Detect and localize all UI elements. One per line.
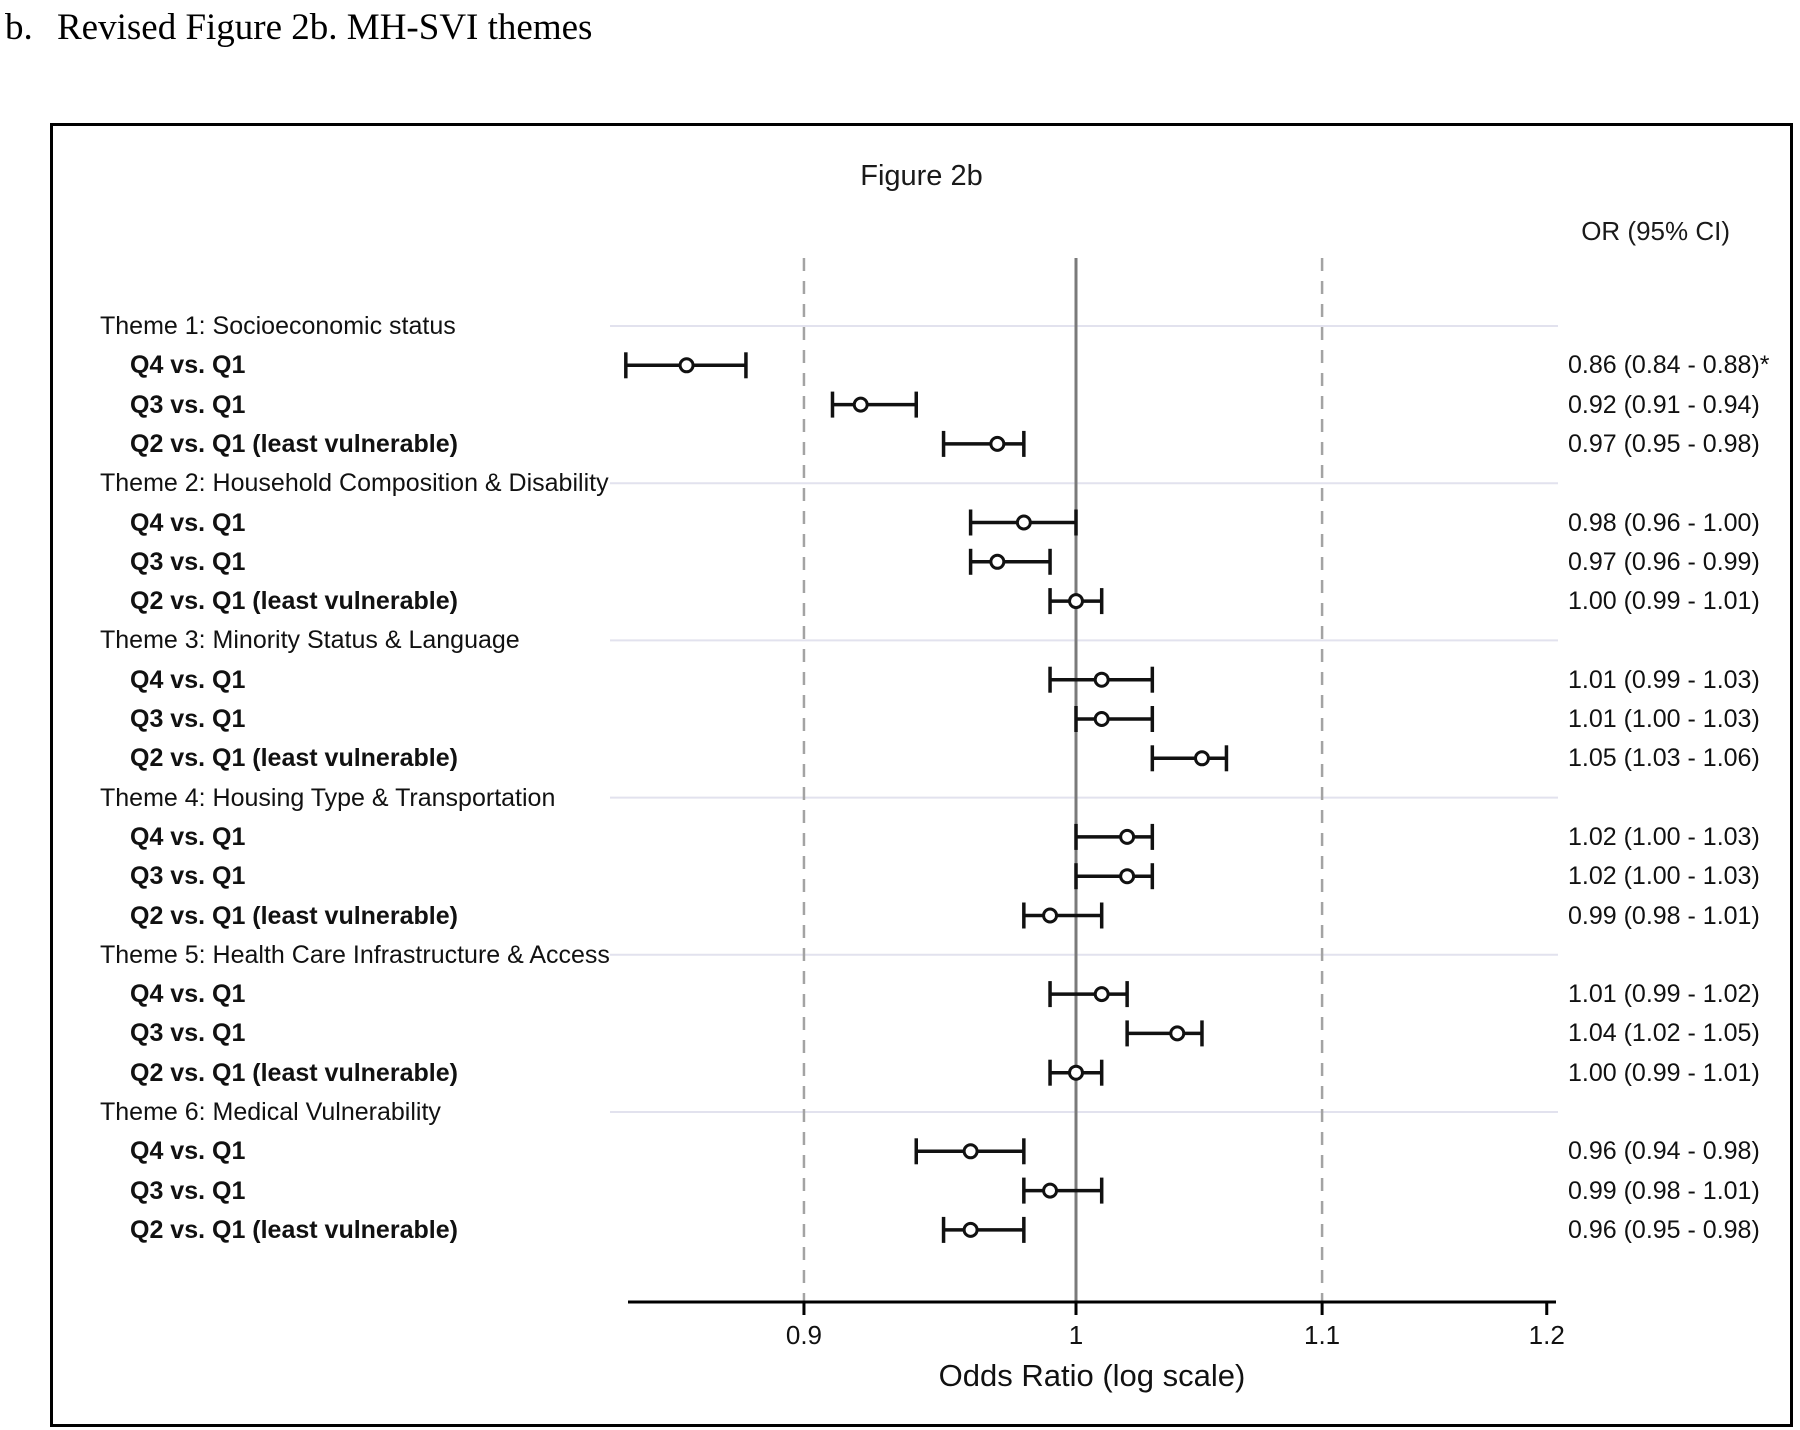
or-value: 0.92 (0.91 - 0.94) <box>1568 390 1760 419</box>
comparison-row-label: Q4 vs. Q1 <box>130 1137 246 1166</box>
or-value: 0.96 (0.94 - 0.98) <box>1568 1137 1760 1166</box>
comparison-row-label: Q4 vs. Q1 <box>130 822 246 851</box>
or-value: 1.05 (1.03 - 1.06) <box>1568 744 1760 773</box>
or-value: 1.01 (1.00 - 1.03) <box>1568 705 1760 733</box>
theme-row-label: Theme 4: Housing Type & Transportation <box>100 783 556 812</box>
or-value: 1.04 (1.02 - 1.05) <box>1568 1019 1760 1048</box>
or-value: 1.01 (0.99 - 1.02) <box>1568 980 1760 1009</box>
comparison-row-label: Q4 vs. Q1 <box>130 665 246 694</box>
or-value: 0.97 (0.96 - 0.99) <box>1568 547 1760 576</box>
comparison-row-label: Q3 vs. Q1 <box>130 1019 246 1048</box>
comparison-row-label: Q4 vs. Q1 <box>130 351 246 380</box>
theme-row-label: Theme 2: Household Composition & Disabil… <box>100 469 609 498</box>
comparison-row-label: Q2 vs. Q1 (least vulnerable) <box>130 429 458 458</box>
theme-row-label: Theme 3: Minority Status & Language <box>100 626 520 655</box>
list-marker: b. <box>5 7 33 48</box>
or-value: 0.97 (0.95 - 0.98) <box>1568 429 1760 458</box>
theme-row-label: Theme 1: Socioeconomic status <box>100 312 456 340</box>
comparison-row-label: Q4 vs. Q1 <box>130 980 246 1009</box>
or-value: 1.02 (1.00 - 1.03) <box>1568 862 1760 891</box>
comparison-row-label: Q3 vs. Q1 <box>130 547 246 576</box>
theme-row-label: Theme 5: Health Care Infrastructure & Ac… <box>100 940 610 969</box>
comparison-row-label: Q4 vs. Q1 <box>130 508 246 537</box>
figure-title: Figure 2b <box>860 160 983 192</box>
figure-border-box <box>50 123 1793 1427</box>
comparison-row-label: Q2 vs. Q1 (least vulnerable) <box>130 1058 458 1087</box>
comparison-row-label: Q2 vs. Q1 (least vulnerable) <box>130 901 458 930</box>
comparison-row-label: Q3 vs. Q1 <box>130 390 246 419</box>
comparison-row-label: Q2 vs. Q1 (least vulnerable) <box>130 1215 458 1244</box>
comparison-row-label: Q3 vs. Q1 <box>130 862 246 891</box>
or-value: 0.86 (0.84 - 0.88)* <box>1568 351 1770 380</box>
comparison-row-label: Q2 vs. Q1 (least vulnerable) <box>130 744 458 773</box>
theme-row-label: Theme 6: Medical Vulnerability <box>100 1098 441 1126</box>
or-column-header: OR (95% CI) <box>1581 216 1730 246</box>
or-value: 0.99 (0.98 - 1.01) <box>1568 1176 1760 1205</box>
or-value: 1.00 (0.99 - 1.01) <box>1568 1058 1760 1087</box>
or-value: 1.01 (0.99 - 1.03) <box>1568 665 1760 694</box>
x-axis-title: Odds Ratio (log scale) <box>938 1358 1246 1393</box>
x-tick-label: 1.1 <box>1304 1320 1341 1350</box>
or-value: 0.99 (0.98 - 1.01) <box>1568 901 1760 930</box>
page-heading: b. Revised Figure 2b. MH-SVI themes <box>5 6 592 49</box>
or-value: 0.96 (0.95 - 0.98) <box>1568 1215 1760 1244</box>
comparison-row-label: Q3 vs. Q1 <box>130 1176 246 1205</box>
x-tick-label: 1.2 <box>1528 1320 1565 1350</box>
or-value: 1.02 (1.00 - 1.03) <box>1568 822 1760 851</box>
comparison-row-label: Q3 vs. Q1 <box>130 705 246 733</box>
or-value: 0.98 (0.96 - 1.00) <box>1568 508 1760 537</box>
x-tick-label: 0.9 <box>785 1320 823 1350</box>
or-value: 1.00 (0.99 - 1.01) <box>1568 587 1760 616</box>
page-heading-text: Revised Figure 2b. MH-SVI themes <box>57 7 593 48</box>
comparison-row-label: Q2 vs. Q1 (least vulnerable) <box>130 587 458 616</box>
x-tick-label: 1 <box>1068 1320 1084 1350</box>
